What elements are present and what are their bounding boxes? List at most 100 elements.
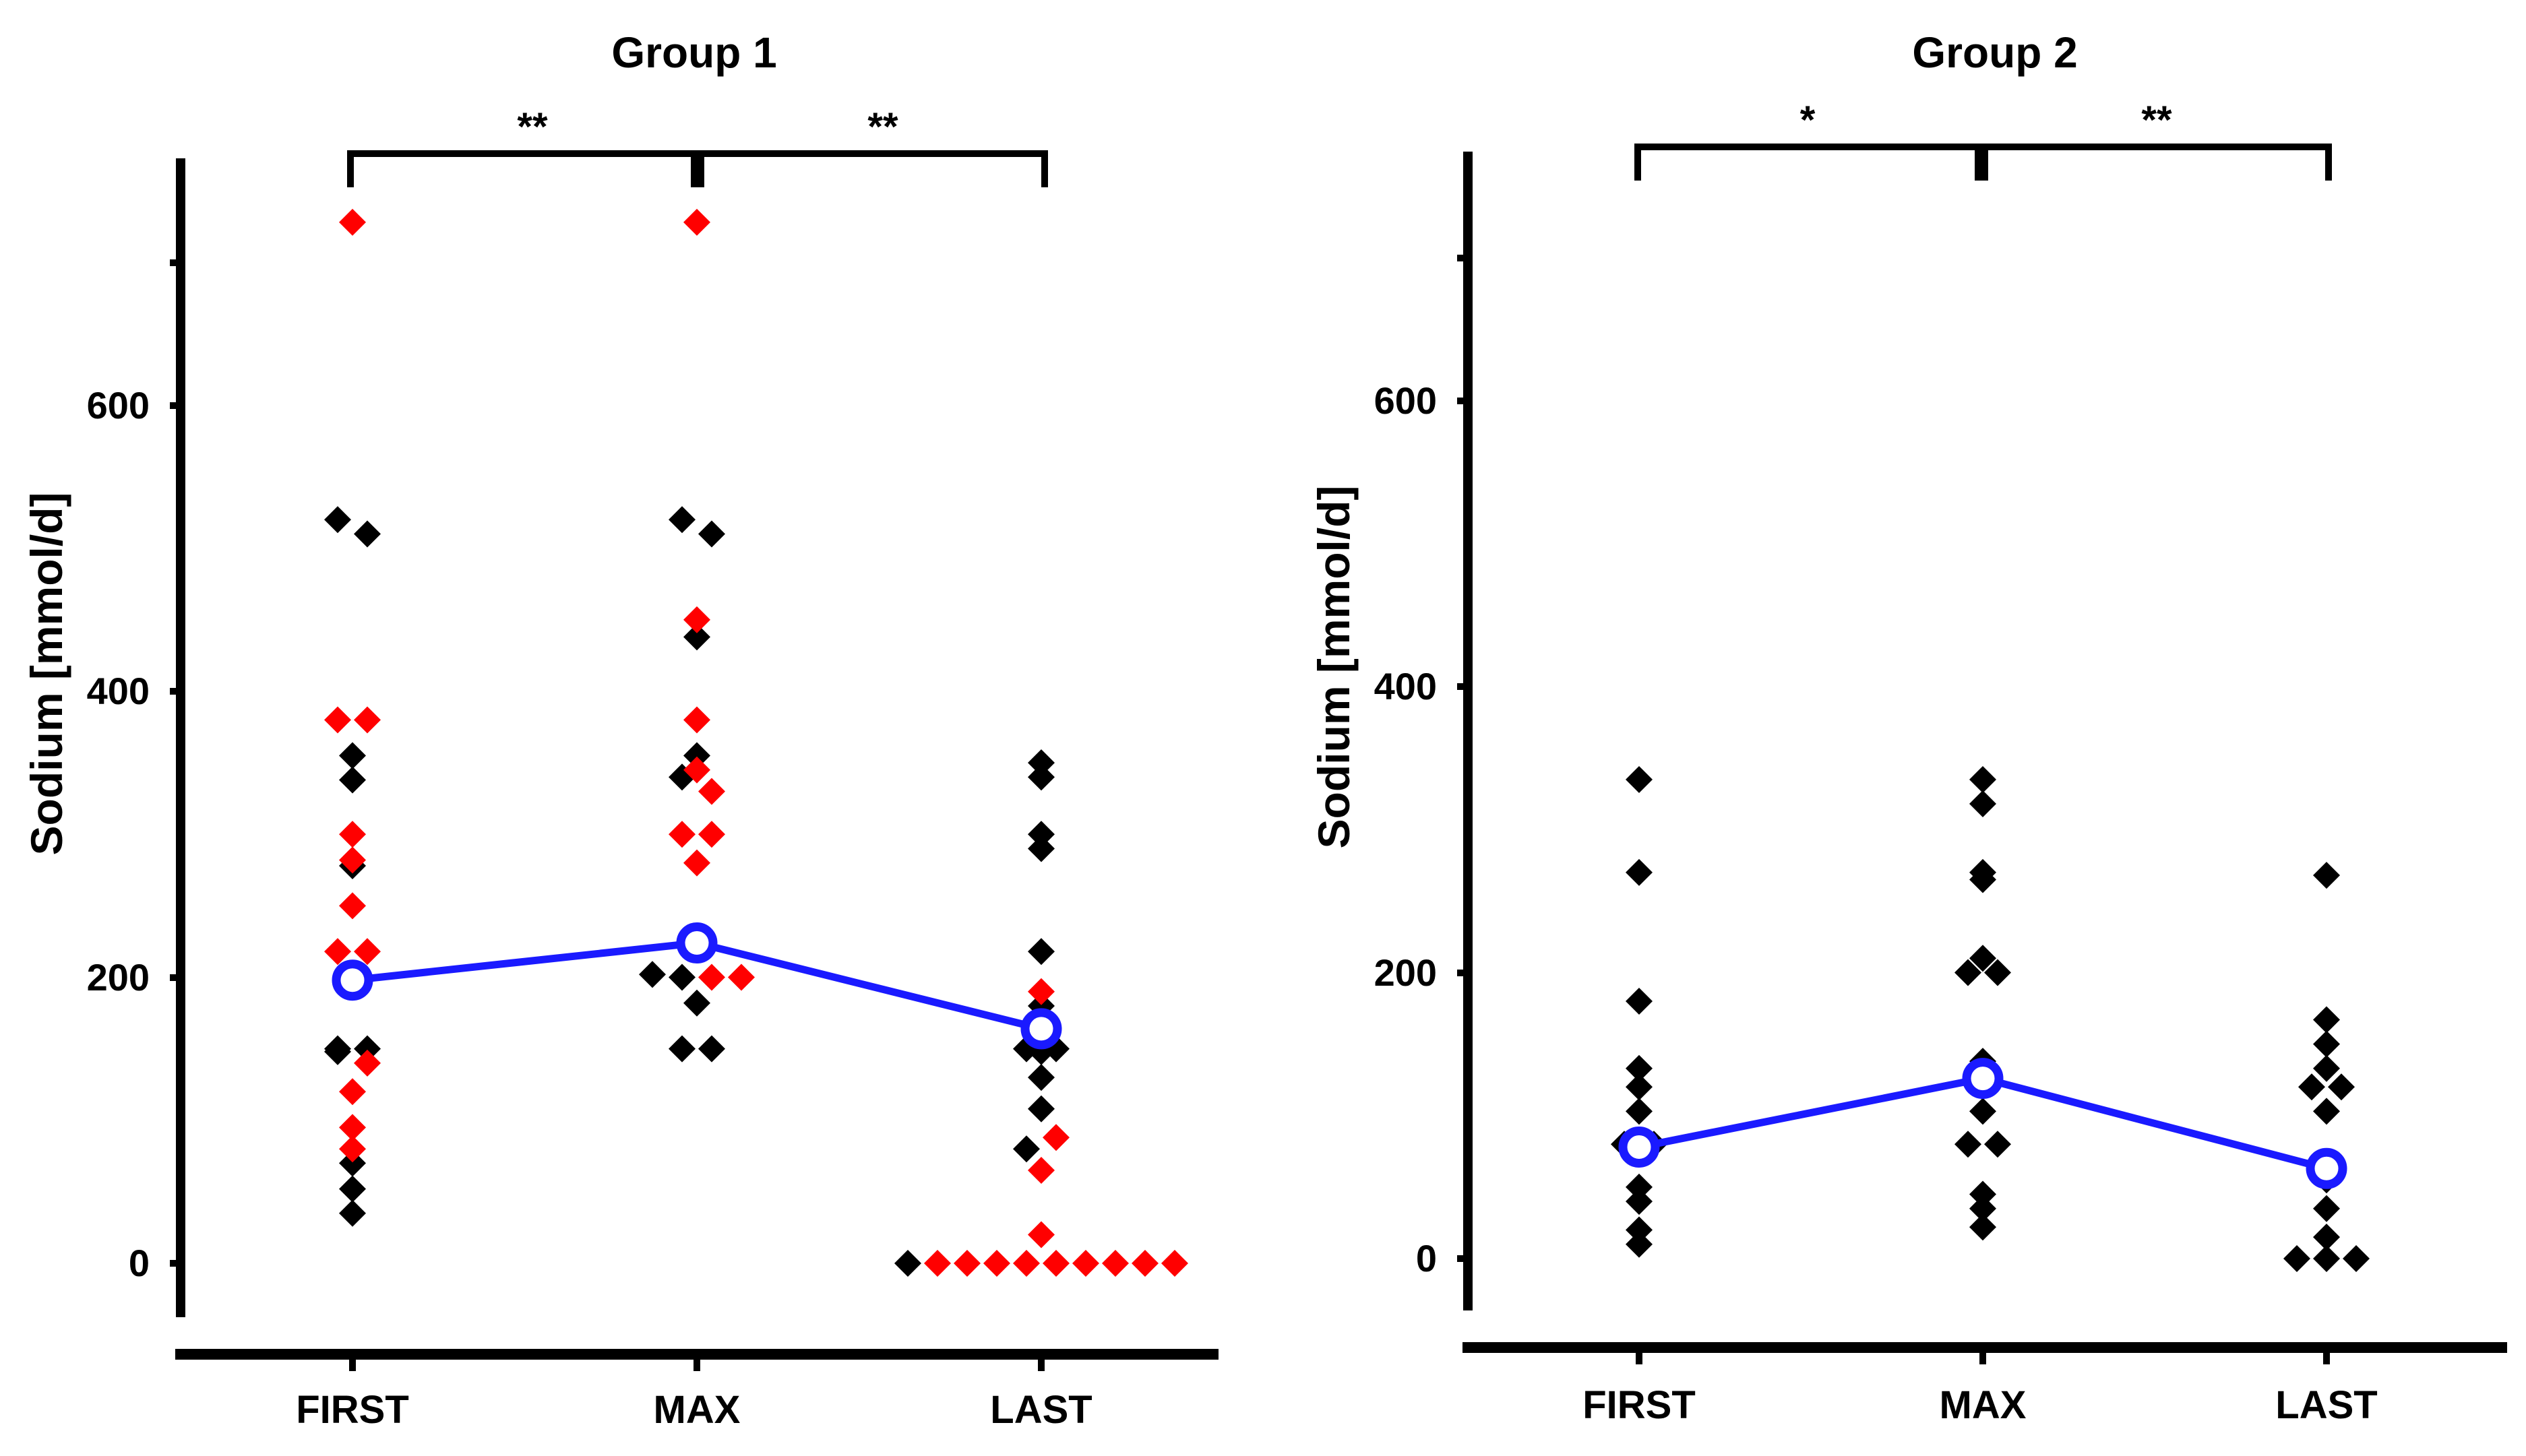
data-point (2313, 1054, 2340, 1082)
y-tick-label: 200 (87, 956, 150, 999)
data-point (1969, 1195, 1996, 1222)
data-point (339, 846, 366, 874)
data-point (1013, 1135, 1040, 1163)
data-point (1626, 1054, 1653, 1082)
data-point (1102, 1250, 1129, 1277)
data-point (698, 778, 725, 805)
x-tick-label: LAST (2275, 1383, 2377, 1427)
data-point (683, 989, 710, 1017)
y-tick-label: 200 (1374, 951, 1437, 994)
x-tick-label: LAST (990, 1388, 1092, 1432)
x-ticks: FIRST MAX LAST (296, 1354, 1092, 1432)
data-point (354, 520, 381, 548)
data-point (339, 1114, 366, 1141)
data-point (983, 1250, 1010, 1277)
data-point (1626, 987, 1653, 1015)
mean-series (332, 922, 1062, 1050)
data-point (339, 766, 366, 794)
data-point (2298, 1073, 2325, 1101)
data-point (669, 1035, 696, 1063)
data-point (339, 892, 366, 920)
panel-group-2: Group 2 Sodium [mmol/d] 0 200 400 600 FI… (1309, 28, 2507, 1427)
data-point (339, 1199, 366, 1227)
chart-title: Group 2 (1912, 28, 2077, 77)
significance-bracket (1981, 144, 2332, 181)
data-point (1969, 1180, 1996, 1208)
y-axis-label: Sodium [mmol/d] (22, 493, 71, 856)
data-point (698, 821, 725, 848)
y-axis-label: Sodium [mmol/d] (1309, 486, 1359, 849)
data-point (683, 706, 710, 734)
data-point (1028, 1221, 1055, 1248)
data-point (1954, 1131, 1981, 1158)
x-tick-label: FIRST (296, 1388, 409, 1432)
significance-bracket (1634, 144, 1981, 181)
data-point (1626, 765, 1653, 793)
y-tick-label: 600 (1374, 379, 1437, 422)
data-point (324, 706, 351, 734)
scatter-points (324, 208, 1188, 1277)
y-ticks: 0 200 400 600 (87, 259, 181, 1284)
y-tick-label: 0 (129, 1242, 150, 1284)
data-point (339, 1135, 366, 1163)
data-point (1969, 790, 1996, 818)
data-point (2283, 1245, 2310, 1272)
data-point (339, 1149, 366, 1177)
data-point (324, 506, 351, 534)
data-point (698, 1035, 725, 1063)
y-ticks: 0 200 400 600 (1374, 255, 1468, 1279)
data-point (1626, 1216, 1653, 1244)
y-tick-label: 400 (87, 670, 150, 712)
data-point (1969, 765, 1996, 793)
data-point (1969, 945, 1996, 972)
data-point (683, 208, 710, 236)
data-point (2313, 862, 2340, 889)
data-point (1626, 1073, 1653, 1101)
data-point (324, 1038, 351, 1065)
y-tick-label: 600 (87, 384, 150, 426)
data-point (683, 742, 710, 769)
data-point (1028, 1064, 1055, 1091)
data-point (1028, 763, 1055, 791)
data-point (2313, 1195, 2340, 1222)
data-point (339, 821, 366, 848)
chart-title: Group 1 (611, 28, 776, 77)
mean-marker (332, 959, 373, 1001)
significance-brackets: ** ** (347, 105, 1048, 187)
data-point (2313, 1098, 2340, 1125)
data-point (669, 821, 696, 848)
data-point (669, 506, 696, 534)
significance-brackets: * ** (1634, 98, 2332, 181)
data-point (354, 1035, 381, 1063)
data-point (894, 1250, 921, 1277)
data-point (954, 1250, 981, 1277)
data-point (1028, 821, 1055, 848)
data-point (683, 849, 710, 877)
data-point (2313, 1030, 2340, 1058)
data-point (1626, 1230, 1653, 1258)
data-point (1072, 1250, 1099, 1277)
x-tick-label: FIRST (1582, 1383, 1696, 1427)
data-point (339, 208, 366, 236)
data-point (354, 706, 381, 734)
significance-label: ** (867, 105, 898, 149)
significance-label: * (1800, 98, 1816, 142)
scatter-points (1611, 765, 2370, 1272)
significance-bracket (698, 150, 1048, 187)
mean-marker (1020, 1008, 1062, 1050)
data-point (339, 742, 366, 769)
mean-marker (676, 922, 718, 964)
data-point (1028, 835, 1055, 862)
data-point (1626, 858, 1653, 886)
x-tick-label: MAX (1940, 1383, 2027, 1427)
data-point (1984, 1131, 2011, 1158)
data-point (1028, 978, 1055, 1005)
data-point (324, 938, 351, 966)
data-point (2313, 1006, 2340, 1034)
data-point (1043, 1250, 1070, 1277)
data-point (683, 623, 710, 651)
x-tick-label: MAX (654, 1388, 741, 1432)
panel-group-1: Group 1 Sodium [mmol/d] 0 200 400 600 FI… (22, 28, 1219, 1432)
data-point (354, 938, 381, 966)
